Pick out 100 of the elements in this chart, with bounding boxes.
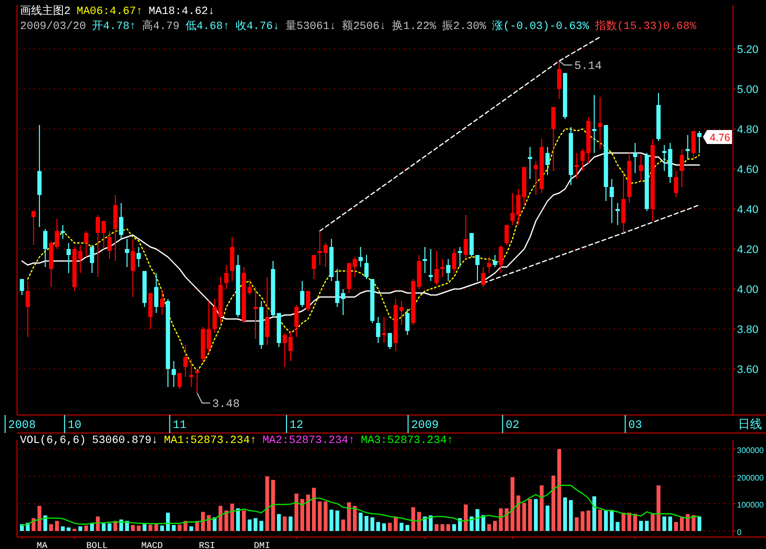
bar (376, 522, 380, 531)
candlestick (469, 232, 474, 258)
annotation: 振2.30% (442, 20, 487, 33)
bar (218, 506, 222, 531)
candlestick (148, 292, 153, 330)
annotation: MA3:52873.234↑ (360, 435, 454, 447)
candlestick (446, 258, 450, 282)
candlestick (686, 134, 690, 160)
bar (446, 524, 450, 531)
y-tick-label: 5.20 (737, 44, 758, 56)
bar (259, 520, 264, 531)
bar (212, 517, 217, 531)
bar (674, 522, 678, 531)
bar (405, 524, 410, 531)
bar (516, 495, 520, 531)
candlestick (440, 258, 445, 278)
candlestick (574, 152, 579, 180)
y-tick-label: 200000 (737, 473, 764, 482)
candlestick (452, 248, 456, 274)
bar (276, 514, 281, 531)
bar (388, 522, 392, 531)
bar (452, 524, 456, 531)
bar (364, 516, 368, 531)
candlestick (498, 244, 503, 274)
bar (551, 476, 556, 531)
bar (248, 520, 252, 531)
candlestick (504, 224, 509, 246)
bar (370, 517, 374, 531)
candlestick (638, 154, 644, 182)
bar (692, 515, 696, 531)
annotation: VOL(6,6,6) (20, 435, 86, 447)
bar (580, 511, 584, 531)
annotation: 换1.22% (392, 20, 436, 33)
bar (557, 449, 562, 531)
candlestick (265, 276, 270, 346)
annotation: MA06:4.67↑ (76, 6, 143, 18)
x-tick-label: 10 (68, 419, 82, 432)
candlestick (422, 246, 428, 274)
bar (422, 516, 427, 531)
annotation: MA18:4.62↓ (148, 6, 215, 18)
bar (142, 524, 146, 531)
x-tick-label: 12 (290, 419, 304, 432)
bar (341, 520, 346, 531)
candlestick (405, 308, 410, 336)
y-tick-label: 100000 (737, 500, 764, 510)
candlestick (154, 272, 158, 314)
y-tick-label: 4.80 (737, 124, 758, 136)
candlestick (60, 224, 65, 240)
bar (172, 524, 176, 531)
text: MA (36, 541, 48, 549)
text: MACD (141, 541, 163, 549)
annotation: 指数(15.33)0.68% (594, 20, 697, 33)
bar (113, 520, 118, 531)
bar (604, 510, 608, 531)
x-tick-label: 2008 (8, 419, 36, 432)
bar (680, 516, 684, 531)
bar (312, 488, 316, 531)
candlestick (20, 278, 24, 296)
bar (639, 520, 643, 531)
candlestick (294, 304, 299, 338)
candlestick (598, 96, 602, 150)
bar (434, 524, 438, 531)
candlestick (300, 280, 304, 308)
bar (254, 518, 258, 531)
candlestick (680, 148, 684, 188)
bar (318, 501, 322, 531)
bar (528, 499, 532, 531)
bar (522, 502, 526, 531)
candlestick (124, 238, 130, 268)
candlestick (306, 290, 310, 312)
annotation: 开4.78↑ (92, 20, 136, 33)
bar (616, 522, 620, 531)
candlestick (545, 146, 550, 176)
candlestick (66, 242, 71, 274)
candlestick (26, 280, 30, 338)
candlestick (358, 246, 363, 268)
annotation: 量53061↓ (285, 20, 336, 33)
candlestick (691, 130, 696, 160)
candlestick (130, 238, 136, 298)
candlestick (492, 254, 498, 268)
bar (487, 524, 492, 531)
bar (230, 504, 234, 531)
candlestick (136, 246, 141, 268)
candlestick (107, 230, 112, 260)
bar (568, 500, 573, 531)
bar (242, 510, 246, 531)
x-tick-label: 02 (506, 419, 520, 432)
y-tick-label: 4.20 (737, 244, 758, 256)
annotation: 3.48 (212, 398, 240, 411)
text: DMI (254, 541, 270, 549)
bar (382, 523, 386, 531)
bar (335, 510, 340, 531)
candlestick (195, 368, 200, 394)
candlestick (592, 94, 596, 154)
candlestick (382, 316, 386, 344)
bar (493, 520, 497, 531)
bar (347, 502, 351, 531)
bar (49, 524, 54, 531)
candlestick (528, 146, 532, 180)
bar (160, 526, 164, 531)
